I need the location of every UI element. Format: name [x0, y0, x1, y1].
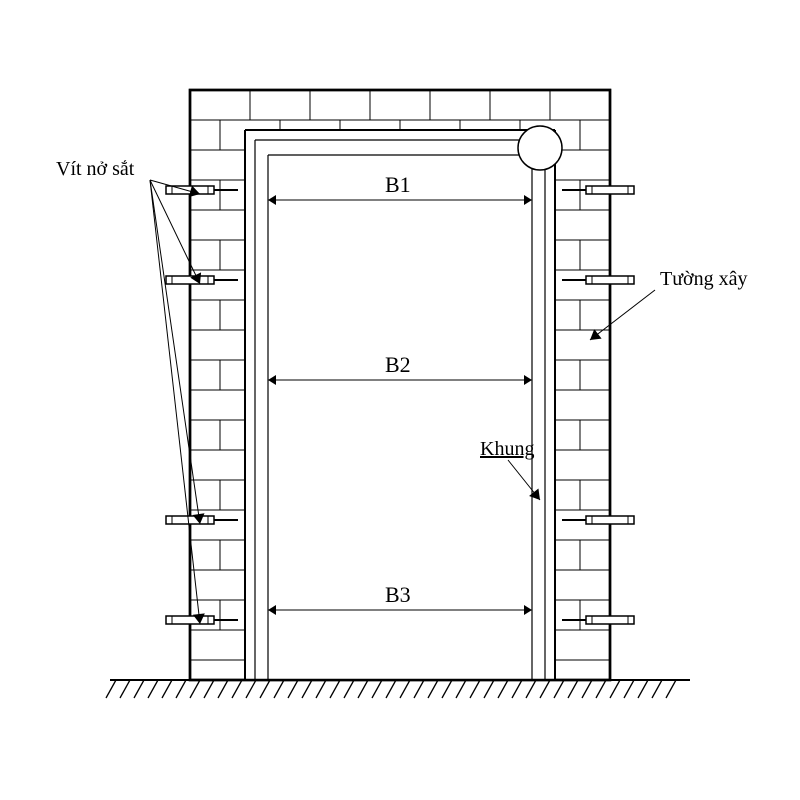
- dimension-label: B3: [385, 582, 411, 607]
- dimension-label: B2: [385, 352, 411, 377]
- label-tuong-xay: Tường xây: [660, 268, 748, 290]
- circle-cutout: [518, 126, 562, 170]
- label-vit-no-sat: Vít nở sắt: [56, 158, 135, 180]
- label-khung: Khung: [480, 438, 534, 460]
- ground: [106, 680, 690, 698]
- dimension-label: B1: [385, 172, 411, 197]
